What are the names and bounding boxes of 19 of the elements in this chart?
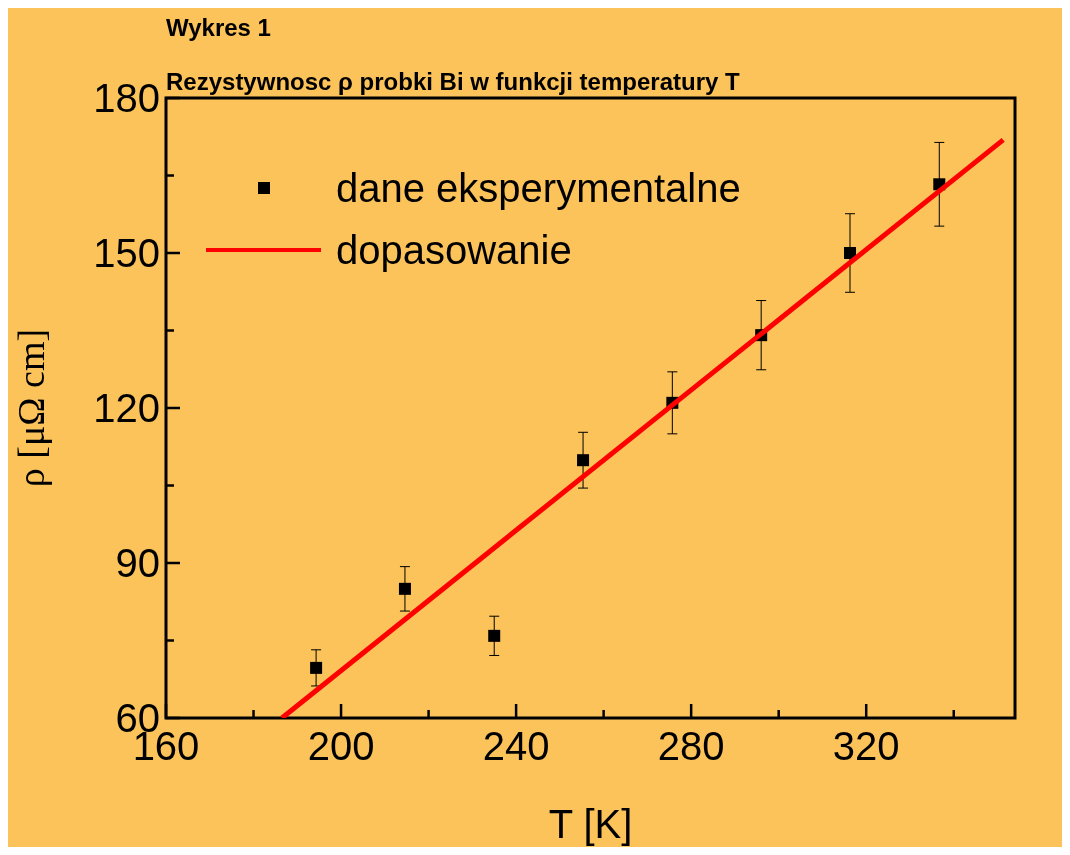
y-tick-label: 90 (115, 541, 160, 585)
point (577, 454, 590, 467)
x-tick-label: 280 (657, 724, 725, 768)
point (310, 661, 323, 674)
x-axis-title: T [K] (548, 802, 633, 846)
y-axis-title: ρ [μΩ cm] (10, 328, 52, 488)
x-tick-label: 200 (307, 724, 375, 768)
point (488, 629, 501, 642)
legend-label: dane eksperymentalne (336, 166, 741, 210)
x-tick-label: 320 (832, 724, 900, 768)
y-tick-label: 120 (93, 386, 160, 430)
x-tick-label: 240 (482, 724, 550, 768)
y-tick-label: 150 (93, 231, 160, 275)
chart-title: Wykres 1 (166, 14, 271, 41)
legend-label: dopasowanie (336, 228, 572, 272)
point (398, 582, 411, 595)
chart-subtitle: Rezystywnosc ρ probki Bi w funkcji temperatury T (166, 68, 740, 95)
y-tick-label: 180 (93, 76, 160, 120)
point (844, 247, 857, 259)
